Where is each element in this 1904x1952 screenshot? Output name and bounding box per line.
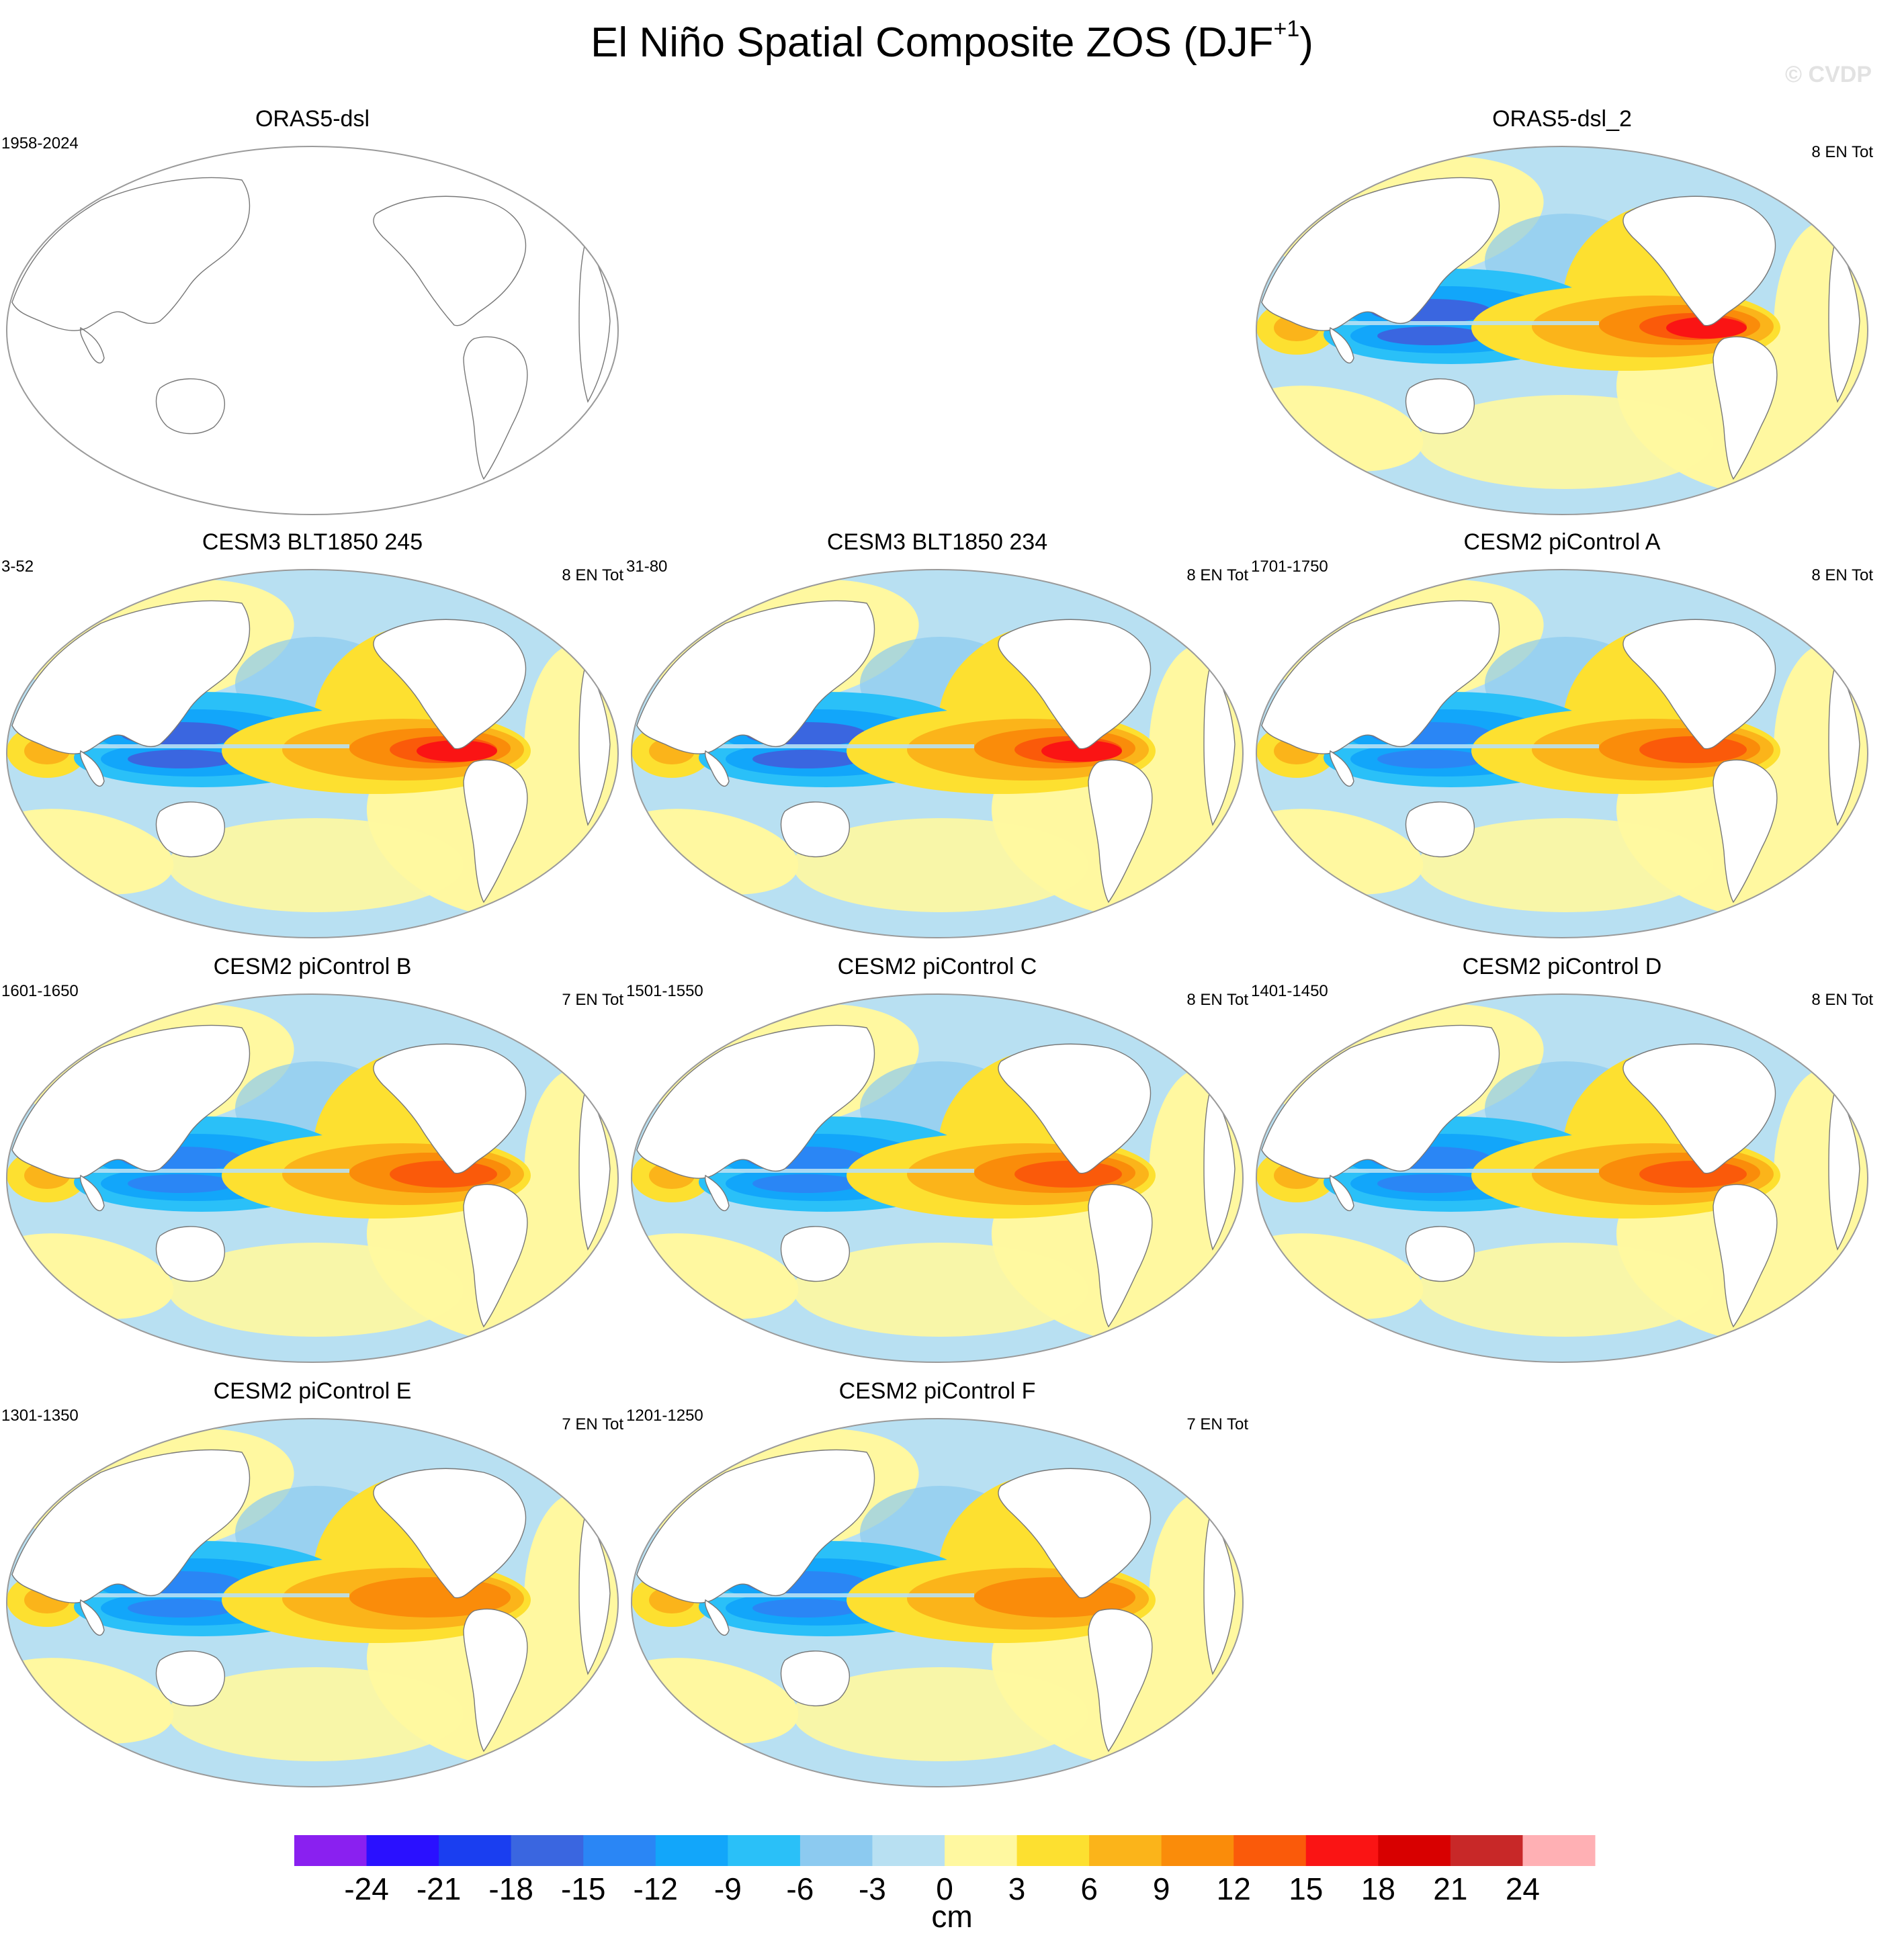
credit-watermark: © CVDP [1785, 62, 1872, 87]
panel-event-count: 8 EN Tot [1811, 143, 1873, 161]
panel-years: 1501-1550 [626, 982, 703, 1000]
panel-years: 1301-1350 [1, 1407, 79, 1425]
map-10 [631, 1418, 1244, 1787]
colorbar-swatch [728, 1835, 801, 1866]
map-panel: CESM2 piControl C 1501-1550 8 EN Tot [625, 954, 1250, 1363]
map-panel: CESM3 BLT1850 234 31-80 8 EN Tot [625, 529, 1250, 938]
map-panel: CESM2 piControl F 1201-1250 7 EN Tot [625, 1378, 1250, 1787]
panel-title: CESM2 piControl C [837, 954, 1037, 979]
figure-title: El Niño Spatial Composite ZOS (DJF+1) [591, 16, 1313, 66]
map-4 [631, 569, 1244, 938]
panel-title: CESM2 piControl D [1462, 954, 1662, 979]
panel-title: CESM2 piControl F [838, 1378, 1036, 1404]
map-panel: CESM2 piControl D 1401-1450 8 EN Tot [1250, 954, 1874, 1363]
map-8 [1256, 993, 1868, 1363]
panel-event-count: 8 EN Tot [1811, 991, 1873, 1009]
colorbar-swatch [1161, 1835, 1234, 1866]
panel-years: 1401-1450 [1251, 982, 1328, 1000]
panel-event-count: 7 EN Tot [562, 991, 623, 1009]
map-panel: ORAS5-dsl 1958-2024 [0, 106, 625, 515]
colorbar-swatch [1378, 1835, 1451, 1866]
panel-title: ORAS5-dsl_2 [1492, 106, 1632, 132]
panel-years: 1958-2024 [1, 134, 79, 152]
colorbar-swatch [583, 1835, 656, 1866]
map-7 [631, 993, 1244, 1363]
colorbar-swatch [1234, 1835, 1307, 1866]
colorbar-swatch [945, 1835, 1018, 1866]
map-1 [6, 146, 619, 515]
panel-event-count: 8 EN Tot [1186, 566, 1248, 584]
panel-event-count: 8 EN Tot [1186, 991, 1248, 1009]
panel-event-count: 7 EN Tot [562, 1415, 623, 1433]
colorbar-swatch [511, 1835, 584, 1866]
colorbar-swatch [1450, 1835, 1523, 1866]
panel-title: CESM2 piControl A [1463, 529, 1661, 555]
panel-years: 31-80 [626, 558, 668, 576]
panel-years: 1601-1650 [1, 982, 79, 1000]
panel-title: ORAS5-dsl [255, 106, 370, 132]
map-3 [6, 569, 619, 938]
panel-years: 1201-1250 [626, 1407, 703, 1425]
map-2 [1256, 146, 1868, 515]
panel-years: 1701-1750 [1251, 558, 1328, 576]
colorbar-swatch [1016, 1835, 1090, 1866]
panel-title: CESM3 BLT1850 245 [202, 529, 423, 555]
map-panel: CESM2 piControl A 1701-1750 8 EN Tot [1250, 529, 1874, 938]
map-5 [1256, 569, 1868, 938]
panel-title: CESM2 piControl E [213, 1378, 412, 1404]
map-6 [6, 993, 619, 1363]
colorbar-unit-label: cm [931, 1899, 973, 1934]
colorbar-swatch [366, 1835, 439, 1866]
map-panel: CESM2 piControl E 1301-1350 7 EN Tot [0, 1378, 625, 1787]
map-9 [6, 1418, 619, 1787]
colorbar-swatch [294, 1835, 367, 1866]
panel-title: CESM3 BLT1850 234 [826, 529, 1048, 555]
colorbar-swatch [439, 1835, 512, 1866]
colorbar-swatch [872, 1835, 945, 1866]
colorbar-swatch [1089, 1835, 1162, 1866]
colorbar-swatch [1305, 1835, 1379, 1866]
panel-event-count: 8 EN Tot [1811, 566, 1873, 584]
title-superscript: +1 [1273, 16, 1300, 42]
colorbar-swatch [799, 1835, 873, 1866]
map-panel: CESM3 BLT1850 245 3-52 8 EN Tot [0, 529, 625, 938]
panel-event-count: 7 EN Tot [1186, 1415, 1248, 1433]
panel-event-count: 8 EN Tot [562, 566, 623, 584]
panel-title: CESM2 piControl B [213, 954, 412, 979]
panel-years: 3-52 [1, 558, 34, 576]
map-panel: CESM2 piControl B 1601-1650 7 EN Tot [0, 954, 625, 1363]
colorbar-swatch [655, 1835, 728, 1866]
colorbar-swatch [1522, 1835, 1596, 1866]
map-panel: ORAS5-dsl_2 8 EN Tot [1250, 106, 1874, 515]
